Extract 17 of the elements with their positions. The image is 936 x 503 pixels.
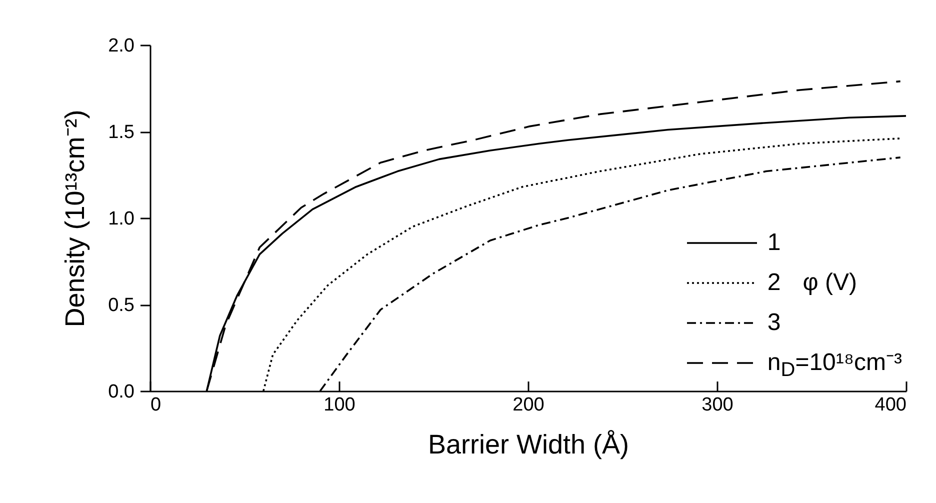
y-tick-label: 0.0 [108,382,134,402]
x-tick-label: 400 [874,394,906,416]
x-tick-label: 100 [324,394,356,416]
y-tick-label: 1.0 [108,208,134,230]
x-tick-label: 200 [512,394,544,416]
legend-label: n$_{D}$=10¹⁸cm⁻³ [767,348,902,382]
y-tick-label: 0.5 [108,295,134,316]
y-axis-title: Density (10¹³cm⁻²) [60,110,90,328]
y-tick-label: 1.5 [108,122,134,143]
legend-label: 3 [767,309,781,337]
legend-label: 1 [767,229,781,257]
y-tick-label: 2.0 [108,36,134,56]
x-tick-label: 300 [702,394,734,416]
legend-label: 2 [767,269,781,297]
legend-title: φ (V) [802,269,857,297]
x-tick-label: 0 [150,394,162,416]
x-axis-title: Barrier Width (Å) [428,430,630,460]
